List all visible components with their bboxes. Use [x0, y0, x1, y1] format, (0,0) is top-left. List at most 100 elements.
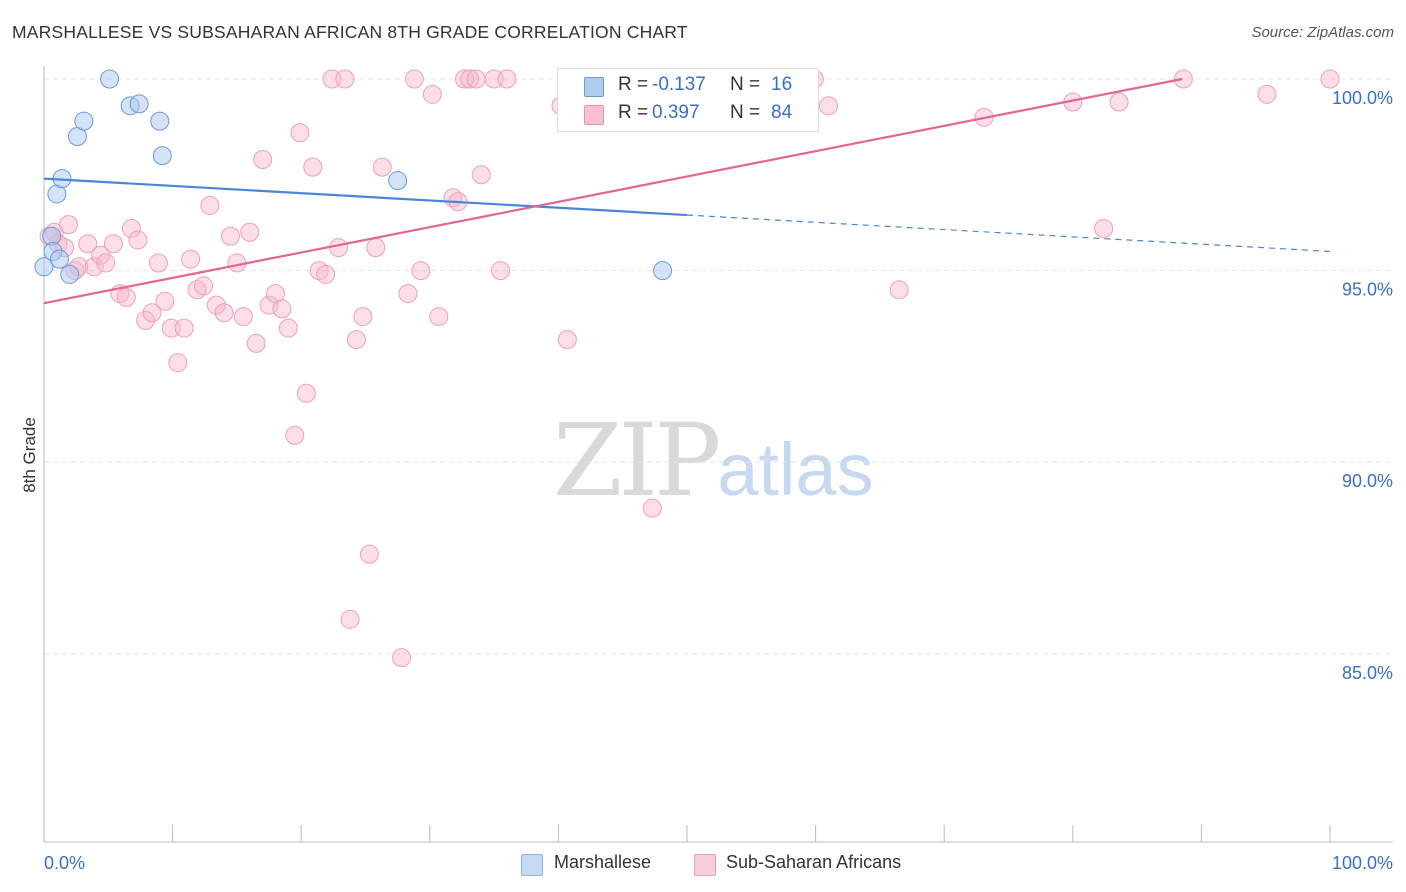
subsaharan-point — [155, 291, 175, 311]
watermark-atlas: atlas — [717, 428, 874, 511]
watermark: ZIPatlas — [553, 402, 874, 519]
subsaharan-point — [642, 498, 662, 518]
legend-swatch-marshallese — [584, 77, 604, 97]
chart-title: MARSHALLESE VS SUBSAHARAN AFRICAN 8TH GR… — [12, 22, 688, 42]
marshallese-point — [34, 257, 54, 277]
marshallese-point — [388, 171, 408, 191]
subsaharan-point — [128, 230, 148, 250]
subsaharan-point — [372, 157, 392, 177]
marshallese-trend-extension — [686, 214, 1331, 253]
subsaharan-point — [96, 253, 116, 273]
legend-r-value: 0.397 — [652, 102, 700, 123]
watermark-zip: ZIP — [553, 402, 721, 519]
subsaharan-point — [466, 69, 486, 89]
subsaharan-point — [491, 261, 511, 281]
legend-n-value: 84 — [771, 102, 793, 123]
legend-row-subsaharan: R = 0.397 N = 84 — [558, 100, 818, 128]
subsaharan-point — [290, 123, 310, 143]
subsaharan-point — [233, 307, 253, 327]
subsaharan-point — [460, 69, 480, 89]
marshallese-point — [653, 261, 673, 281]
legend-n-label: N = — [730, 102, 761, 123]
subsaharan-point — [220, 226, 240, 246]
subsaharan-point — [1257, 84, 1277, 104]
legend-row-marshallese: R = -0.137 N = 16 — [558, 72, 818, 100]
marshallese-points — [34, 69, 673, 284]
subsaharan-point — [557, 330, 577, 350]
legend-n-label: N = — [730, 74, 761, 95]
subsaharan-point — [174, 318, 194, 338]
x-tick-label: 0.0% — [44, 853, 85, 873]
legend-swatch-marshallese — [521, 854, 543, 876]
marshallese-point — [49, 249, 69, 269]
subsaharan-point — [346, 330, 366, 350]
subsaharan-point — [214, 303, 234, 323]
axis-labels: 100.0% 95.0% 90.0% 85.0% 0.0% 100.0% 8th Grade — [20, 88, 1393, 873]
legend-r-value: -0.137 — [652, 74, 706, 95]
subsaharan-point — [340, 609, 360, 629]
marshallese-point — [74, 111, 94, 131]
grid-lines — [44, 78, 1393, 655]
subsaharan-point — [353, 307, 373, 327]
y-tick-label: 95.0% — [1342, 280, 1393, 300]
subsaharan-point — [429, 307, 449, 327]
subsaharan-point — [335, 69, 355, 89]
legend-r-label: R = — [618, 102, 649, 123]
subsaharan-point — [455, 69, 475, 89]
subsaharan-point — [422, 84, 442, 104]
subsaharan-point — [1094, 218, 1114, 238]
legend-n-value: 16 — [771, 74, 793, 95]
subsaharan-point — [116, 287, 136, 307]
legend-swatch-subsaharan — [694, 854, 716, 876]
subsaharan-point — [136, 310, 156, 330]
subsaharan-point — [142, 303, 162, 323]
subsaharan-points — [39, 69, 1340, 668]
legend-r-label: R = — [618, 74, 649, 95]
subsaharan-point — [497, 69, 517, 89]
subsaharan-point — [285, 425, 305, 445]
y-tick-label: 90.0% — [1342, 471, 1393, 491]
subsaharan-point — [1320, 69, 1340, 89]
subsaharan-point — [366, 238, 386, 258]
stats-legend: R = -0.137 N = 16 R = 0.397 N = 84 — [557, 68, 819, 132]
subsaharan-trend-line — [43, 77, 1183, 305]
x-tick-label: 100.0% — [1332, 853, 1393, 873]
y-tick-label: 85.0% — [1342, 663, 1393, 683]
subsaharan-point — [253, 149, 273, 169]
subsaharan-point — [359, 544, 379, 564]
subsaharan-point — [1109, 92, 1129, 112]
legend-label-subsaharan: Sub-Saharan Africans — [726, 852, 902, 872]
subsaharan-point — [404, 69, 424, 89]
marshallese-point — [152, 146, 172, 166]
y-axis-label: 8th Grade — [20, 417, 39, 493]
subsaharan-point — [328, 238, 348, 258]
source-label: Source: ZipAtlas.com — [1251, 24, 1394, 41]
subsaharan-point — [168, 353, 188, 373]
legend-swatch-subsaharan — [584, 105, 604, 125]
subsaharan-point — [206, 295, 226, 315]
subsaharan-point — [392, 648, 412, 668]
subsaharan-point — [411, 261, 431, 281]
y-tick-label: 100.0% — [1332, 88, 1393, 108]
subsaharan-point — [246, 333, 266, 353]
subsaharan-point — [121, 218, 141, 238]
subsaharan-point — [296, 383, 316, 403]
subsaharan-point — [1173, 69, 1193, 89]
axes — [43, 66, 1393, 843]
subsaharan-point — [303, 157, 323, 177]
subsaharan-point — [193, 276, 213, 296]
trend-lines — [43, 77, 1331, 305]
subsaharan-point — [103, 234, 123, 254]
subsaharan-point — [398, 284, 418, 304]
marshallese-point — [129, 94, 149, 114]
marshallese-point — [150, 111, 170, 131]
subsaharan-point — [240, 222, 260, 242]
subsaharan-point — [181, 249, 201, 269]
marshallese-trend-line — [43, 177, 688, 217]
subsaharan-point — [148, 253, 168, 273]
marshallese-point — [100, 69, 120, 89]
subsaharan-point — [316, 264, 336, 284]
subsaharan-point — [818, 96, 838, 116]
marshallese-point — [60, 264, 80, 284]
